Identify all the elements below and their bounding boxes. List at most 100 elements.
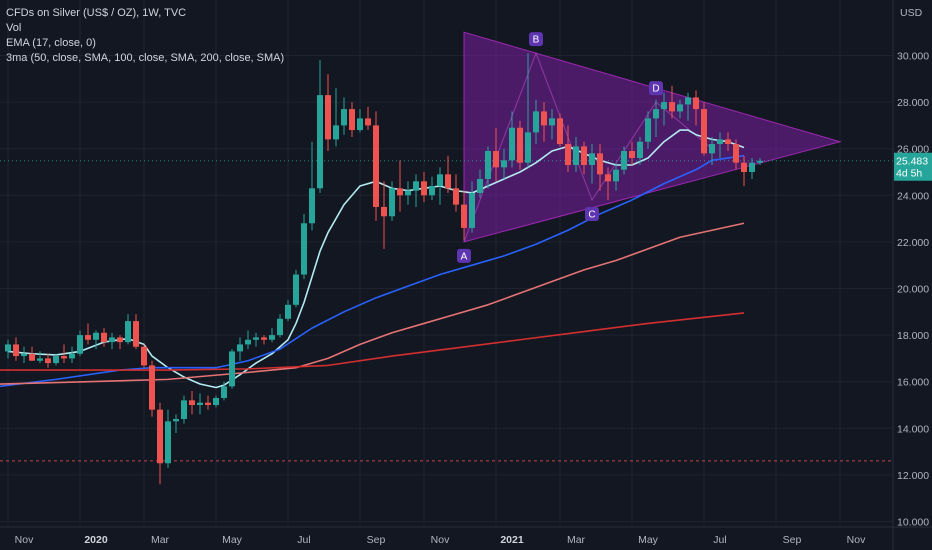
candle bbox=[325, 74, 331, 152]
pattern-point-label: D bbox=[652, 84, 659, 95]
candle bbox=[61, 344, 67, 364]
candle bbox=[269, 328, 275, 343]
candle-body bbox=[733, 144, 739, 163]
candle bbox=[237, 337, 243, 361]
candle-body bbox=[253, 337, 259, 340]
candle-body bbox=[109, 337, 115, 343]
candle-body bbox=[365, 118, 371, 126]
time-tick-label: Sep bbox=[367, 534, 386, 546]
legend-3ma[interactable]: 3ma (50, close, SMA, 100, close, SMA, 20… bbox=[6, 52, 285, 64]
candle bbox=[525, 53, 531, 168]
candle bbox=[197, 393, 203, 415]
candle bbox=[757, 158, 763, 166]
legend-title[interactable]: CFDs on Silver (US$ / OZ), 1W, TVC bbox=[6, 7, 187, 19]
pattern-point-b: B bbox=[529, 32, 543, 47]
candle bbox=[173, 414, 179, 433]
candle bbox=[549, 109, 555, 140]
candle bbox=[293, 269, 299, 308]
candle-body bbox=[309, 188, 315, 224]
price-axis-labels: 30.000 28.000 26.000 24.000 22.000 20.000 18.0… bbox=[897, 7, 929, 529]
pattern-point-badge bbox=[649, 81, 663, 96]
candle-body bbox=[461, 204, 467, 228]
candle-body bbox=[325, 95, 331, 140]
candle-body bbox=[37, 358, 43, 361]
pattern-point-label: B bbox=[533, 35, 540, 46]
price-tick-label: 10.000 bbox=[897, 517, 929, 529]
candle-body bbox=[373, 125, 379, 207]
series-line-100 bbox=[0, 222, 745, 385]
candle bbox=[45, 353, 51, 368]
candle bbox=[445, 155, 451, 193]
time-tick-label: 2020 bbox=[84, 534, 108, 546]
candle-body bbox=[741, 162, 747, 172]
price-tick-label: 18.000 bbox=[897, 330, 929, 342]
legend-ema[interactable]: EMA (17, close, 0) bbox=[6, 37, 96, 49]
pattern-point-c: C bbox=[585, 206, 599, 221]
candle bbox=[437, 167, 443, 205]
candle-body bbox=[509, 127, 515, 161]
candle bbox=[717, 132, 723, 159]
candle-body bbox=[421, 181, 427, 196]
candle bbox=[125, 314, 131, 345]
candle bbox=[165, 409, 171, 468]
candle-body bbox=[533, 111, 539, 133]
pattern-point-badge bbox=[529, 32, 543, 47]
candle bbox=[309, 141, 315, 231]
price-tick-label: 20.000 bbox=[897, 284, 929, 296]
candle bbox=[485, 146, 491, 189]
candle-body bbox=[501, 160, 507, 168]
candle bbox=[77, 330, 83, 357]
currency-label: USD bbox=[900, 7, 923, 19]
candle-body bbox=[341, 109, 347, 126]
candle bbox=[37, 351, 43, 364]
candle-body bbox=[237, 344, 243, 352]
legend: CFDs on Silver (US$ / OZ), 1W, TVC Vol E… bbox=[6, 6, 284, 66]
candle-body bbox=[517, 127, 523, 163]
candle-body bbox=[333, 125, 339, 140]
candle-body bbox=[5, 344, 11, 352]
candle bbox=[341, 97, 347, 135]
candle bbox=[189, 391, 195, 415]
candle bbox=[333, 88, 339, 147]
candle-body bbox=[165, 421, 171, 464]
candle-body bbox=[117, 337, 123, 343]
bar-countdown: 4d 5h bbox=[896, 168, 922, 180]
candle-body bbox=[77, 335, 83, 354]
candle-body bbox=[357, 118, 363, 131]
candle bbox=[349, 102, 355, 138]
candle bbox=[477, 169, 483, 198]
last-price-badge-bg bbox=[894, 152, 932, 181]
candle-body bbox=[29, 353, 35, 361]
candle bbox=[661, 92, 667, 126]
candle-body bbox=[725, 139, 731, 145]
legend-vol[interactable]: Vol bbox=[6, 22, 22, 34]
candle bbox=[285, 300, 291, 322]
candle bbox=[613, 162, 619, 191]
time-tick-label: Sep bbox=[783, 534, 802, 546]
candle-body bbox=[149, 365, 155, 410]
candle bbox=[501, 148, 507, 179]
candle-body bbox=[125, 321, 131, 343]
series-line-50 bbox=[0, 154, 745, 388]
candle-body bbox=[413, 181, 419, 191]
candle bbox=[157, 402, 163, 485]
candle-body bbox=[677, 104, 683, 112]
candle-body bbox=[485, 151, 491, 179]
time-tick-label: Mar bbox=[151, 534, 170, 546]
candle-body bbox=[245, 339, 251, 345]
price-axis-panel bbox=[893, 0, 932, 550]
candle-body bbox=[213, 398, 219, 405]
candle-body bbox=[589, 153, 595, 166]
time-tick-label: May bbox=[222, 534, 243, 546]
candle-body bbox=[405, 190, 411, 196]
candle-body bbox=[349, 109, 355, 131]
price-tick-label: 14.000 bbox=[897, 423, 929, 435]
time-tick-label: Mar bbox=[567, 534, 586, 546]
candle-body bbox=[685, 97, 691, 105]
candle-body bbox=[469, 192, 475, 228]
candle bbox=[221, 381, 227, 401]
last-price-value: 25.483 bbox=[896, 156, 928, 168]
